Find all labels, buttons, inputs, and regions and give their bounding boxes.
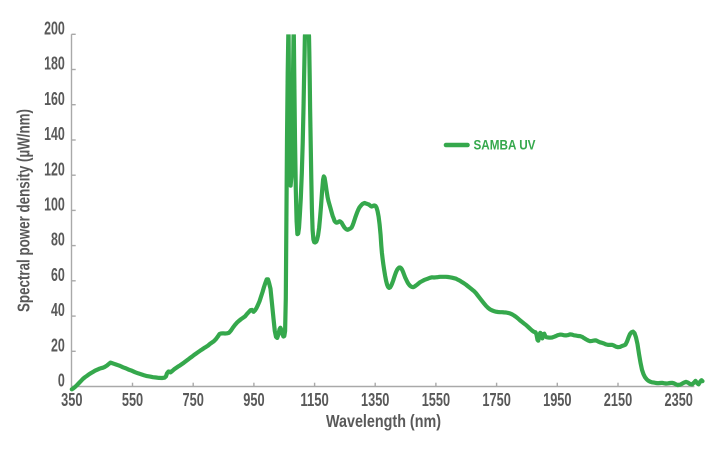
svg-text:0: 0	[58, 371, 65, 391]
svg-text:120: 120	[44, 159, 65, 179]
svg-text:750: 750	[183, 390, 204, 410]
svg-text:2350: 2350	[665, 390, 693, 410]
svg-text:1350: 1350	[361, 390, 389, 410]
svg-text:950: 950	[243, 390, 264, 410]
svg-text:40: 40	[51, 300, 65, 320]
svg-text:1950: 1950	[543, 390, 571, 410]
svg-text:200: 200	[44, 18, 65, 38]
svg-text:60: 60	[51, 265, 65, 285]
svg-text:180: 180	[44, 54, 65, 74]
svg-text:550: 550	[122, 390, 143, 410]
svg-text:140: 140	[44, 124, 65, 144]
svg-text:Spectral power density (µW/nm): Spectral power density (µW/nm)	[14, 109, 34, 312]
svg-text:350: 350	[61, 390, 82, 410]
svg-text:Wavelength (nm): Wavelength (nm)	[326, 411, 441, 431]
svg-text:2150: 2150	[604, 390, 632, 410]
svg-text:20: 20	[51, 335, 65, 355]
svg-text:100: 100	[44, 195, 65, 215]
svg-text:1750: 1750	[482, 390, 510, 410]
svg-text:1550: 1550	[422, 390, 450, 410]
svg-text:1150: 1150	[300, 390, 328, 410]
svg-text:160: 160	[44, 89, 65, 109]
svg-text:80: 80	[51, 230, 65, 250]
svg-text:SAMBA UV: SAMBA UV	[474, 137, 537, 153]
